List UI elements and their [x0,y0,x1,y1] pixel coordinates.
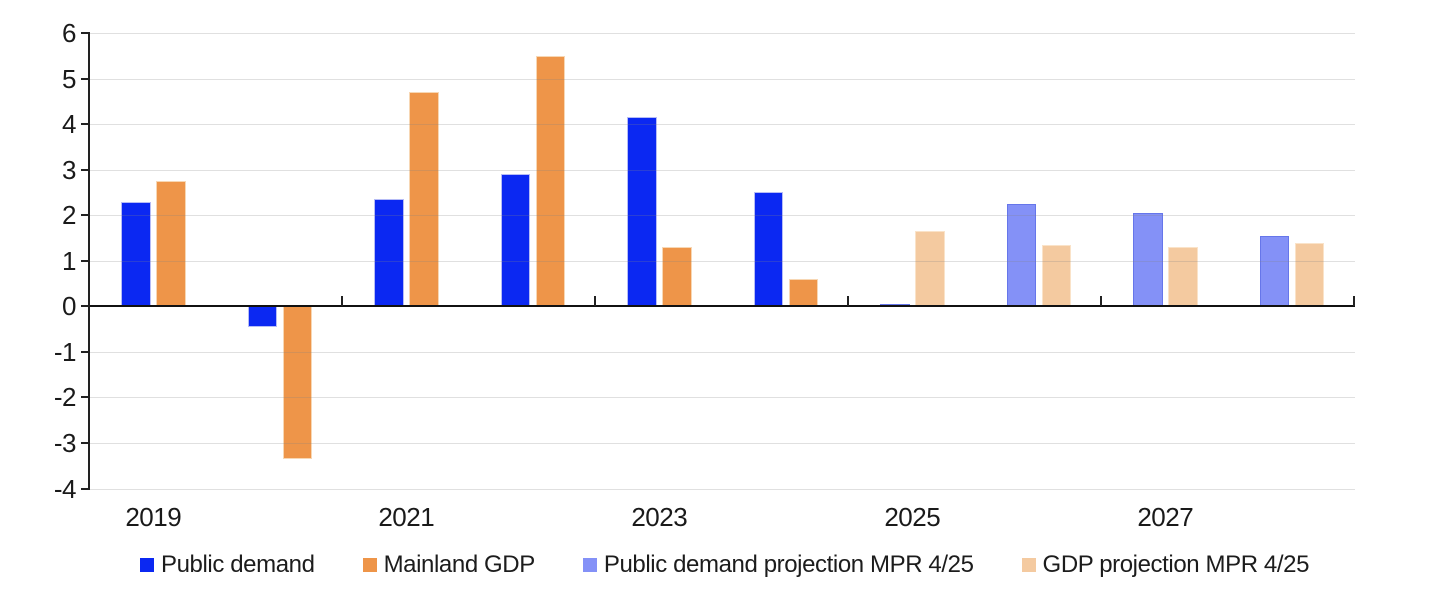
bar-mainland-gdp-2024[interactable] [788,278,818,307]
bar-gdp-projection-mpr-4-25-2028[interactable] [1294,242,1324,307]
legend-label-public-demand-projection-mpr-4-25: Public demand projection MPR 4/25 [603,551,974,578]
legend-swatch-mainland-gdp [362,558,377,572]
x-axis-tick-1 [341,296,343,307]
y-axis-label-2: 2 [62,200,76,231]
y-axis-label-3: 3 [62,154,76,185]
legend-label-public-demand: Public demand [161,551,315,578]
y-axis-label-5: 5 [62,63,76,94]
gridline-y-4 [90,124,1355,126]
gridline-y-3 [90,169,1355,171]
y-axis-label--1: -1 [53,336,77,367]
legend-label-gdp-projection-mpr-4-25: GDP projection MPR 4/25 [1042,551,1310,578]
legend-swatch-gdp-projection-mpr-4-25 [1021,558,1036,572]
gridline-y-1 [90,260,1355,262]
bar-gdp-projection-mpr-4-25-2025[interactable] [915,231,945,307]
legend-item-mainland-gdp[interactable]: Mainland GDP [362,551,536,579]
gridline-y--4 [90,488,1355,490]
bar-public-demand-2020[interactable] [247,306,277,327]
bar-public-demand-2022[interactable] [500,174,530,307]
gridline-y-6 [90,33,1355,34]
bar-mainland-gdp-2021[interactable] [409,92,439,307]
y-axis-tick-5 [81,77,90,80]
y-axis-label-4: 4 [62,109,76,140]
bar-gdp-projection-mpr-4-25-2027[interactable] [1168,247,1198,307]
y-axis-label--2: -2 [53,382,77,413]
y-axis-label-1: 1 [62,245,76,276]
bar-public-demand-projection-mpr-4-25-2026[interactable] [1006,203,1036,307]
x-axis-tick-3 [847,296,849,307]
legend-label-mainland-gdp: Mainland GDP [383,551,536,578]
bar-mainland-gdp-2019[interactable] [156,181,186,307]
bar-public-demand-2023[interactable] [627,117,657,307]
x-axis-label-2027: 2027 [1137,502,1194,532]
bar-mainland-gdp-2023[interactable] [662,247,692,307]
x-axis-label-2025: 2025 [884,502,941,532]
bar-public-demand-projection-mpr-4-25-2028[interactable] [1259,235,1289,307]
gridline-y--3 [90,442,1355,444]
bar-mainland-gdp-2022[interactable] [535,55,565,307]
bar-public-demand-2021[interactable] [374,199,404,307]
bar-public-demand-2019[interactable] [121,201,151,307]
bar-public-demand-projection-mpr-4-25-2027[interactable] [1133,212,1163,307]
y-axis-tick--3 [81,441,90,444]
x-axis-label-2023: 2023 [631,502,688,532]
gridline-y-5 [90,78,1355,80]
y-axis-tick-3 [81,168,90,171]
gridline-y--2 [90,397,1355,399]
bar-gdp-projection-mpr-4-25-2026[interactable] [1041,244,1071,307]
y-axis-tick-1 [81,259,90,262]
x-axis-tick-5 [1353,296,1355,307]
x-axis-label-2021: 2021 [378,502,435,532]
legend-item-public-demand-projection-mpr-4-25[interactable]: Public demand projection MPR 4/25 [582,551,974,579]
legend-item-gdp-projection-mpr-4-25[interactable]: GDP projection MPR 4/25 [1021,551,1310,579]
x-axis-label-2019: 2019 [125,502,182,532]
y-axis-tick--4 [81,487,90,490]
y-axis-tick-4 [81,123,90,126]
y-axis-tick-6 [81,32,90,34]
gridline-y-2 [90,215,1355,217]
x-axis-tick-4 [1100,296,1102,307]
zero-axis-line [90,305,1355,308]
y-axis-line [88,33,90,489]
y-axis-tick--2 [81,396,90,399]
bar-mainland-gdp-2020[interactable] [282,306,312,459]
y-axis-label-6: 6 [62,18,76,48]
gridline-y--1 [90,351,1355,353]
y-axis-tick-2 [81,214,90,217]
y-axis-label-0: 0 [62,291,76,322]
legend-item-public-demand[interactable]: Public demand [140,551,315,579]
legend: Public demand Mainland GDP Public demand p… [140,551,1309,579]
x-axis-tick-2 [594,296,596,307]
y-axis-tick-0 [81,305,90,308]
legend-swatch-public-demand [140,558,154,572]
y-axis-label--3: -3 [53,427,77,458]
y-axis-label--4: -4 [53,473,77,504]
bar-public-demand-2024[interactable] [753,192,783,307]
y-axis-tick--1 [81,350,90,353]
legend-swatch-public-demand-projection-mpr-4-25 [582,558,597,572]
